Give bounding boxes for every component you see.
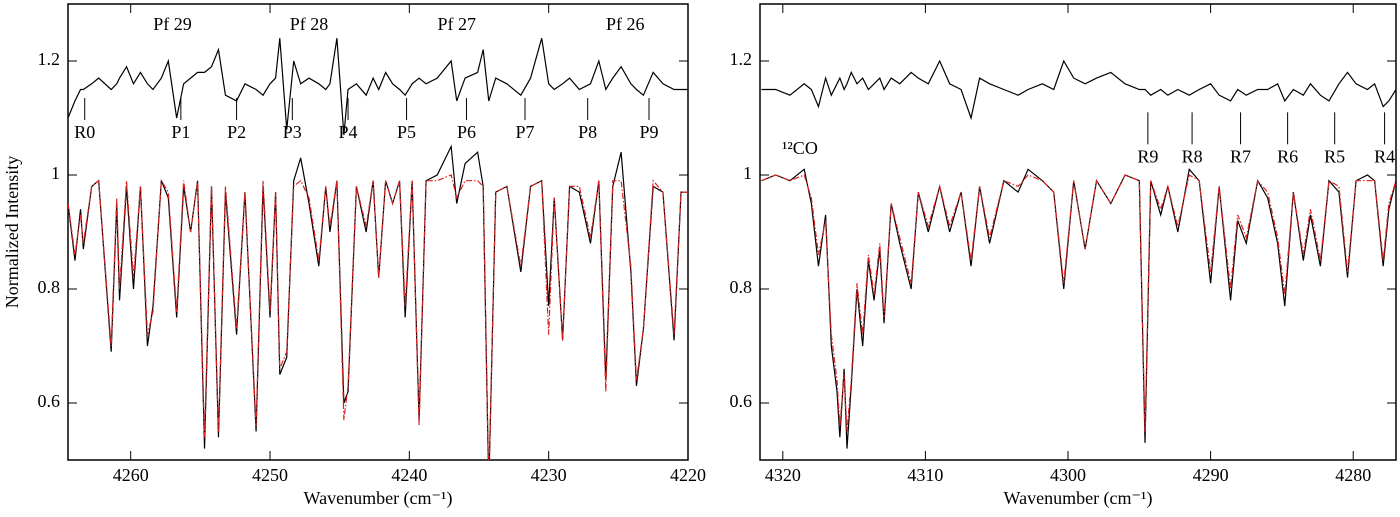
y-tick-label: 0.8 [730, 277, 753, 297]
annotation: ¹²CO [782, 138, 818, 158]
marker-label: P1 [171, 122, 190, 142]
x-tick-label: 4310 [907, 465, 943, 485]
spectrum-line [68, 38, 688, 136]
y-tick-label: 1 [51, 163, 60, 183]
marker-label: P9 [639, 122, 658, 142]
marker-label: P7 [515, 122, 534, 142]
spectrum-line [68, 144, 688, 460]
marker-label: R6 [1277, 146, 1298, 166]
spectrum-line [68, 174, 688, 460]
annotation: Pf 27 [437, 14, 476, 34]
marker-label: P5 [397, 122, 416, 142]
marker-label: R0 [74, 122, 95, 142]
x-tick-label: 4320 [765, 465, 801, 485]
annotation: Pf 26 [606, 14, 645, 34]
plot-frame [67, 3, 689, 461]
x-tick-label: 4280 [1335, 465, 1371, 485]
annotation: Pf 29 [153, 14, 192, 34]
marker-label: R7 [1230, 146, 1251, 166]
x-tick-label: 4240 [391, 465, 427, 485]
x-axis-label: Wavenumber (cm⁻¹) [304, 488, 453, 509]
x-tick-label: 4230 [531, 465, 567, 485]
spectrum-line [761, 167, 1396, 449]
marker-label: P8 [578, 122, 597, 142]
y-tick-label: 1.2 [730, 49, 753, 69]
marker-label: R8 [1182, 146, 1203, 166]
annotation: Pf 28 [290, 14, 329, 34]
spectra [761, 59, 1396, 449]
x-tick-label: 4220 [670, 465, 706, 485]
y-tick-label: 0.6 [38, 391, 61, 411]
x-tick-label: 4250 [252, 465, 288, 485]
marker-label: P4 [339, 122, 358, 142]
x-tick-label: 4290 [1193, 465, 1229, 485]
spectrum-line [761, 59, 1396, 121]
y-tick-label: 1.2 [38, 49, 61, 69]
y-tick-label: 0.8 [38, 277, 61, 297]
x-tick-label: 4260 [113, 465, 149, 485]
y-tick-label: 1 [743, 163, 752, 183]
marker-label: P3 [283, 122, 302, 142]
spectra [68, 38, 688, 460]
spectrum-line [761, 174, 1396, 432]
marker-label: R5 [1324, 146, 1345, 166]
marker-label: R4 [1374, 146, 1395, 166]
marker-label: R9 [1137, 146, 1158, 166]
x-axis-label: Wavenumber (cm⁻¹) [1004, 488, 1153, 509]
x-tick-label: 4300 [1050, 465, 1086, 485]
marker-label: P2 [227, 122, 246, 142]
y-axis-label: Normalized Intensity [2, 156, 22, 308]
plot-frame [759, 3, 1397, 461]
marker-label: P6 [457, 122, 476, 142]
y-tick-label: 0.6 [730, 391, 753, 411]
